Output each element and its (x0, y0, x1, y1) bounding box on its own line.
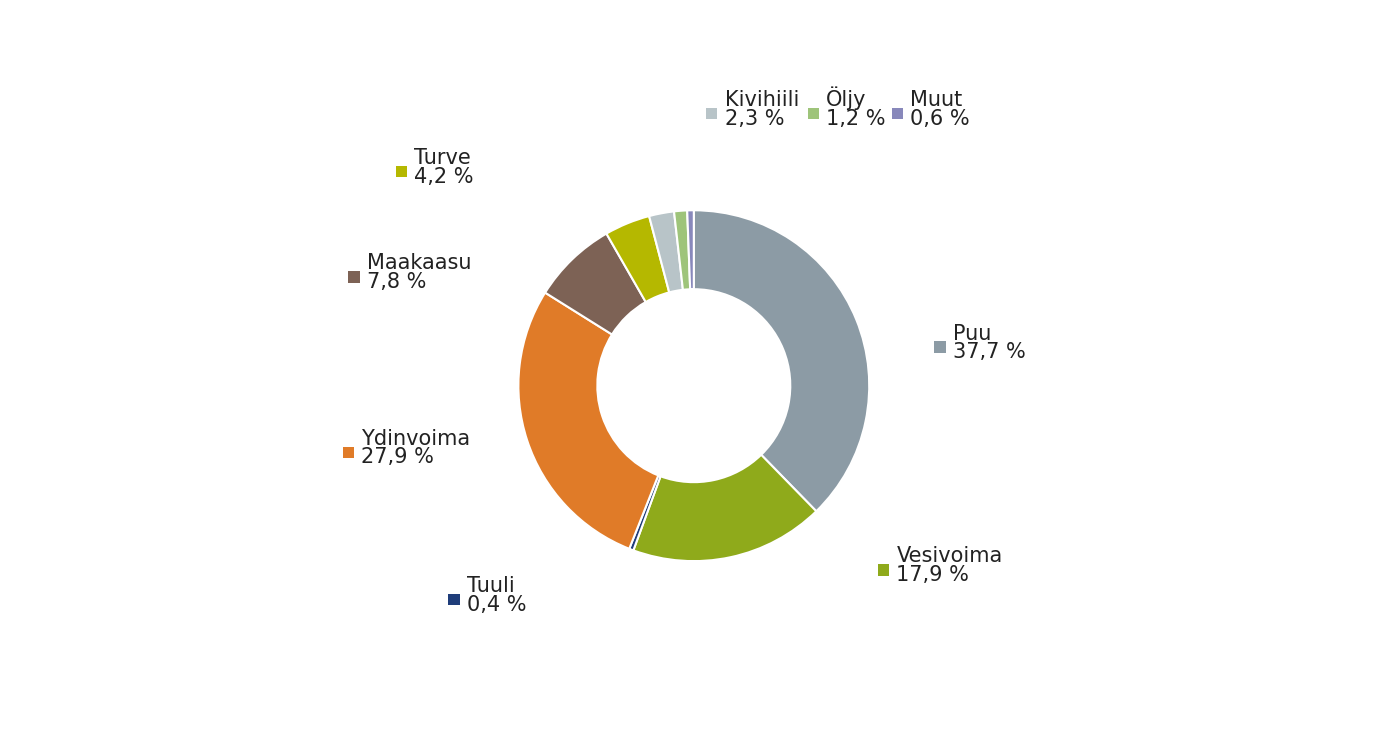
FancyBboxPatch shape (808, 108, 819, 120)
Text: 17,9 %: 17,9 % (897, 565, 969, 585)
Wedge shape (629, 475, 661, 550)
Text: Puu: Puu (952, 324, 991, 343)
Wedge shape (545, 233, 645, 335)
Wedge shape (518, 292, 658, 549)
Text: Maakaasu: Maakaasu (366, 254, 471, 273)
FancyBboxPatch shape (348, 271, 359, 283)
Wedge shape (650, 211, 683, 292)
Text: 0,4 %: 0,4 % (466, 595, 526, 615)
Text: 0,6 %: 0,6 % (911, 109, 970, 129)
Text: 2,3 %: 2,3 % (725, 109, 784, 129)
FancyBboxPatch shape (396, 166, 407, 177)
FancyBboxPatch shape (879, 564, 890, 576)
Wedge shape (694, 210, 869, 511)
Text: 1,2 %: 1,2 % (826, 109, 886, 129)
Text: 27,9 %: 27,9 % (361, 448, 434, 467)
Text: Muut: Muut (911, 90, 963, 110)
Text: Kivihiili: Kivihiili (725, 90, 799, 110)
Text: Turve: Turve (414, 148, 471, 168)
Text: Vesivoima: Vesivoima (897, 546, 1002, 566)
Text: 4,2 %: 4,2 % (414, 167, 473, 187)
FancyBboxPatch shape (892, 108, 904, 120)
FancyBboxPatch shape (934, 341, 945, 353)
Text: 37,7 %: 37,7 % (952, 342, 1026, 362)
Text: Tuuli: Tuuli (466, 576, 515, 596)
FancyBboxPatch shape (706, 108, 718, 120)
Text: 7,8 %: 7,8 % (366, 272, 426, 292)
FancyBboxPatch shape (343, 447, 354, 458)
Wedge shape (607, 216, 669, 302)
Text: Öljy: Öljy (826, 87, 866, 110)
Wedge shape (633, 455, 816, 561)
Wedge shape (687, 210, 694, 289)
FancyBboxPatch shape (448, 594, 459, 605)
Text: Ydinvoima: Ydinvoima (361, 429, 471, 449)
Wedge shape (675, 211, 690, 290)
